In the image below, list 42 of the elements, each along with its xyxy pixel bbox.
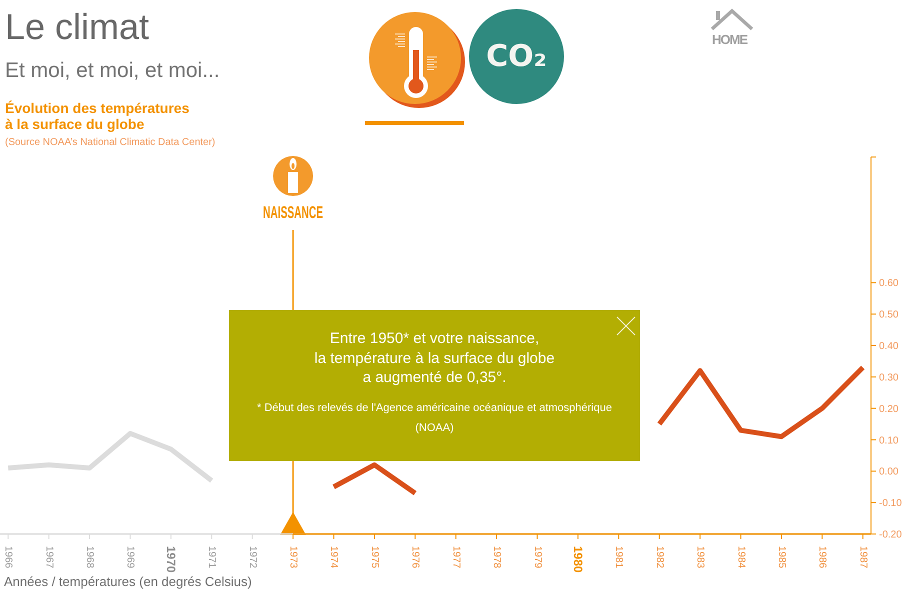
y-tick-label: 0.10 (879, 435, 899, 446)
chart-subtitle: Et moi, et moi, et moi... (5, 59, 220, 82)
x-tick-label: 1979 (532, 546, 543, 569)
x-tick-label: 1975 (368, 546, 380, 569)
x-tick-label: 1983 (694, 546, 706, 569)
x-tick-label: 1987 (857, 546, 868, 569)
y-tick-label: 0.30 (879, 372, 899, 384)
text: HOME (712, 32, 747, 47)
x-tick-label: 1977 (450, 546, 462, 569)
x-tick-label: 1984 (735, 546, 746, 569)
text: Évolution des températures à la surface du globe (5, 100, 190, 132)
x-tick-label: 1971 (206, 546, 218, 569)
x-tick-label: 1970 (164, 546, 178, 574)
x-tick-label: 1986 (816, 546, 828, 569)
annotation: Entre 1950* et votre naissance, la température à la surface du globe a augmenté de 0,35°. (313, 329, 556, 388)
popup-panel: Entre 1950* et votre naissance, la température à la surface du globe a augmenté de 0,35°. * Début des relevés de l'Agence américaine océanique et atmosphérique (NOAA) (229, 310, 640, 461)
x-tick-label: 1981 (613, 546, 624, 569)
y-tick-label: -0.20 (879, 530, 902, 541)
ref-line-label: NAISSANCE (263, 203, 364, 222)
y-tick-label: 0.20 (879, 404, 899, 415)
annotation: * Début des relevés de l'Agence américaine océanique et atmosphérique (NOAA) (256, 401, 613, 436)
x-tick-label: 1967 (43, 546, 54, 569)
co2-button: CO₂ (469, 9, 564, 104)
x-axis-title: Années / températures (en degrés Celsius) (4, 574, 252, 589)
x-tick-label: 1978 (491, 546, 502, 569)
x-tick-label: 1973 (288, 546, 299, 569)
x-tick-label: 1974 (328, 546, 340, 569)
chart-title: Le climat (5, 6, 150, 47)
x-tick-label: 1976 (410, 546, 421, 569)
y-tick-label: -0.10 (879, 498, 902, 510)
x-tick-label: 1985 (776, 546, 787, 569)
x-tick-label: 1969 (124, 546, 136, 569)
x-tick-label: 1980 (570, 546, 585, 574)
text: (Source NOAA’s National Climatic Data Center) (5, 137, 216, 149)
y-tick-label: 0.00 (879, 466, 899, 478)
x-tick-label: 1972 (246, 546, 258, 569)
x-tick-label: 1968 (84, 546, 96, 569)
y-tick-label: 0.40 (879, 341, 899, 352)
y-tick-label: 0.50 (879, 310, 899, 321)
x-tick-label: 1982 (654, 546, 665, 569)
x-tick-label: 1966 (2, 546, 14, 569)
y-tick-label: 0.60 (879, 278, 899, 290)
